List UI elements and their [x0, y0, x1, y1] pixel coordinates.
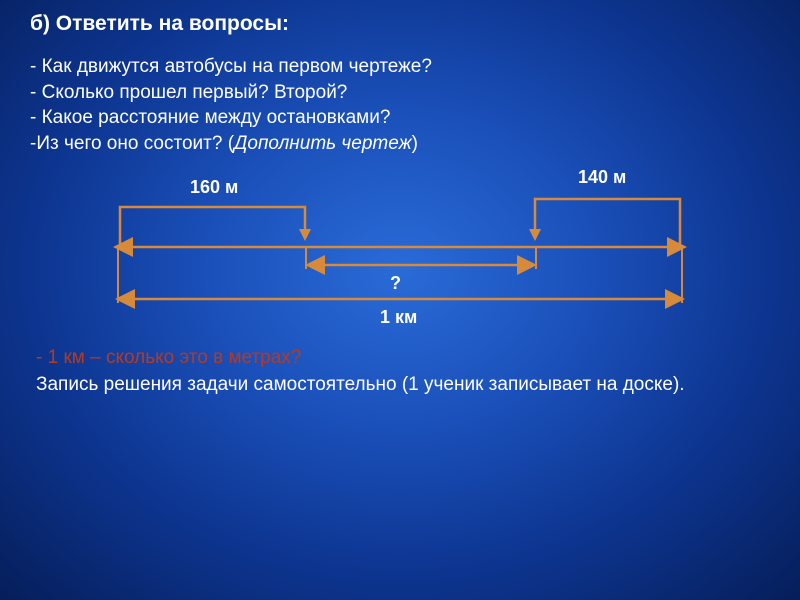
question-block: - Как движутся автобусы на первом чертеж…	[30, 54, 770, 157]
question-line-2: - Сколько прошел первый? Второй?	[30, 80, 770, 106]
question-line-4: -Из чего оно состоит? (Дополнить чертеж)	[30, 131, 770, 157]
left-bracket	[120, 207, 305, 247]
right-bracket-arrowhead	[529, 229, 541, 241]
question-4-italic: Дополнить чертеж	[234, 133, 412, 154]
slide-container: б) Ответить на вопросы: - Как движутся а…	[0, 0, 800, 600]
section-title: б) Ответить на вопросы:	[30, 12, 770, 36]
red-question-line: - 1 км – сколько это в метрах?	[36, 347, 770, 369]
left-bracket-arrowhead	[299, 229, 311, 241]
diagram-svg	[80, 177, 720, 337]
bottom-instruction: Запись решения задачи самостоятельно (1 …	[36, 373, 770, 398]
right-bracket	[535, 199, 680, 247]
question-line-3: - Какое расстояние между остановками?	[30, 105, 770, 131]
distance-diagram: 160 м 140 м ? 1 км	[80, 177, 720, 337]
question-4-prefix: -Из чего оно состоит? (	[30, 133, 234, 154]
question-line-1: - Как движутся автобусы на первом чертеж…	[30, 54, 770, 80]
question-4-suffix: )	[412, 133, 418, 154]
